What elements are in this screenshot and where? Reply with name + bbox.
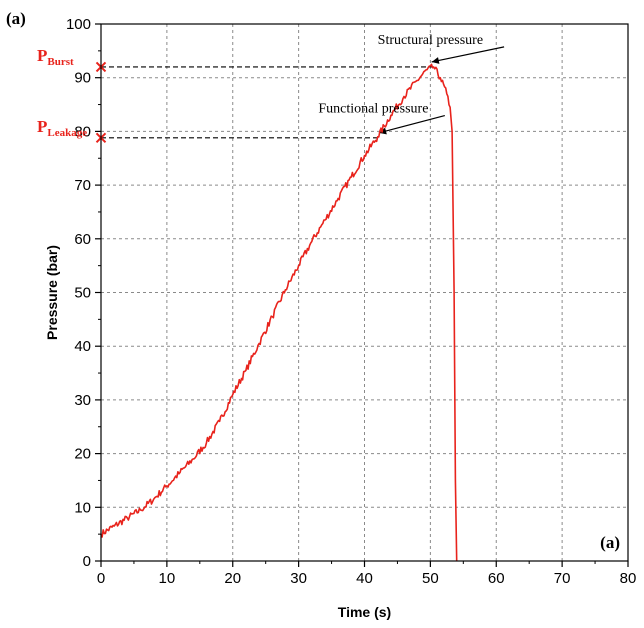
y-tick-label: 40 — [74, 338, 91, 355]
x-tick-label: 0 — [97, 570, 105, 587]
inner-panel-label: (a) — [600, 533, 620, 552]
y-tick-label: 20 — [74, 446, 91, 463]
grid — [101, 24, 628, 561]
x-tick-label: 60 — [488, 570, 505, 587]
leakage-subscript: Leakage — [47, 127, 87, 139]
reference-lines — [95, 46, 505, 144]
functional-pressure-annotation: Functional pressure — [318, 102, 428, 117]
y-tick-label: 30 — [74, 392, 91, 409]
burst-pressure-label: PBurst — [37, 46, 74, 68]
x-tick-label: 20 — [224, 570, 241, 587]
annotation-arrow-line — [378, 115, 445, 134]
y-tick-label: 90 — [74, 70, 91, 87]
x-axis-label: Time (s) — [338, 604, 391, 620]
x-tick-label: 40 — [356, 570, 373, 587]
y-tick-label: 50 — [74, 285, 91, 302]
panel-label: (a) — [6, 9, 26, 28]
series-layer — [100, 63, 458, 562]
pressure-series-line — [100, 63, 458, 562]
y-axis-label: Pressure (bar) — [44, 245, 60, 340]
y-tick-label: 100 — [66, 16, 91, 33]
y-tick-label: 60 — [74, 231, 91, 248]
y-tick-label: 10 — [74, 499, 91, 516]
x-tick-label: 70 — [554, 570, 571, 587]
burst-symbol: P — [37, 46, 47, 65]
x-tick-label: 50 — [422, 570, 439, 587]
annotation-arrowhead — [431, 57, 440, 64]
annotation-arrow-line — [431, 46, 505, 63]
y-tick-label: 70 — [74, 177, 91, 194]
structural-pressure-annotation: Structural pressure — [378, 33, 483, 48]
y-tick-label: 80 — [74, 123, 91, 140]
y-tick-label: 0 — [83, 553, 91, 570]
x-tick-label: 10 — [159, 570, 176, 587]
axis-ticks: 0 10 20 30 40 50 60 70 80 0 10 20 30 40 50 60 70 80 90 100 — [66, 16, 636, 587]
x-tick-label: 30 — [290, 570, 307, 587]
x-tick-label: 80 — [620, 570, 637, 587]
leakage-pressure-label: PLeakage — [37, 117, 87, 139]
leakage-symbol: P — [37, 117, 47, 136]
burst-subscript: Burst — [47, 56, 74, 68]
